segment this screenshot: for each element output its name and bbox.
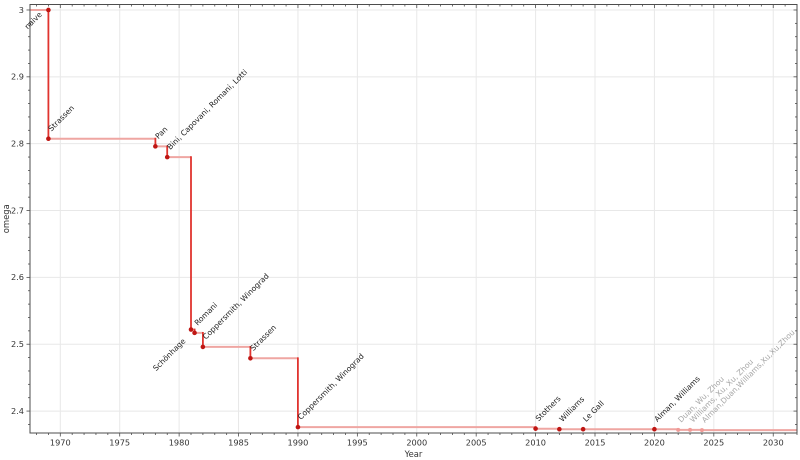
- x-tick-label: 1990: [288, 438, 309, 448]
- data-point-marker: [652, 426, 657, 432]
- data-point-marker: [295, 424, 301, 430]
- data-point-marker: [46, 136, 51, 142]
- x-tick-label: 2005: [466, 438, 487, 448]
- annotation-label: naive: [23, 10, 44, 31]
- y-axis-title: omega: [1, 204, 11, 233]
- x-axis-title: Year: [404, 449, 423, 459]
- x-tick-label: 2020: [644, 438, 665, 448]
- annotation-label: Bini, Capovani, Romani, Lotti: [165, 68, 249, 152]
- step-line-horizontal: [30, 9, 797, 432]
- x-tick-label: 1975: [109, 438, 130, 448]
- x-tick-label: 2015: [585, 438, 606, 448]
- data-point-marker: [46, 7, 51, 13]
- data-point-marker: [153, 144, 158, 149]
- data-point-marker: [164, 154, 170, 160]
- x-tick-label: 1970: [50, 438, 71, 448]
- data-point-marker: [676, 427, 681, 432]
- x-tick-label: 1985: [228, 438, 249, 448]
- x-tick-label: 2000: [406, 438, 427, 448]
- y-tick-label: 2.9: [11, 72, 24, 82]
- y-tick-label: 2.5: [11, 339, 24, 349]
- data-point-marker: [248, 355, 253, 361]
- data-point-marker: [699, 428, 704, 433]
- y-tick-label: 3: [19, 5, 24, 15]
- y-tick-label: 2.6: [11, 272, 24, 282]
- x-tick-label: 1980: [169, 438, 190, 448]
- annotation-label: Strassen: [248, 323, 278, 353]
- y-tick-label: 2.8: [11, 138, 24, 148]
- x-tick-label: 2010: [525, 438, 546, 448]
- data-point-marker: [533, 426, 538, 431]
- annotation-label: Strassen: [46, 103, 76, 133]
- plot-frame: [29, 4, 798, 434]
- data-point-marker: [200, 344, 206, 350]
- x-tick-label: 1995: [347, 438, 368, 448]
- annotation-label: Alman,Duan,Williams,Xu,Xu,Zhou: [700, 328, 797, 425]
- x-tick-label: 2030: [763, 438, 784, 448]
- data-point-marker: [188, 327, 194, 332]
- y-tick-label: 2.4: [11, 406, 24, 416]
- step-line-vertical: [47, 9, 703, 431]
- annotation-label: Williams, Xu, Xu, Zhou: [688, 357, 755, 424]
- data-point-marker: [580, 426, 586, 432]
- y-tick-label: 2.7: [11, 205, 24, 215]
- x-tick-label: 2025: [703, 438, 724, 448]
- data-point-marker: [192, 330, 197, 336]
- annotation-label: Schönhage: [151, 336, 187, 372]
- data-point-marker: [688, 427, 693, 432]
- data-point-marker: [557, 426, 562, 432]
